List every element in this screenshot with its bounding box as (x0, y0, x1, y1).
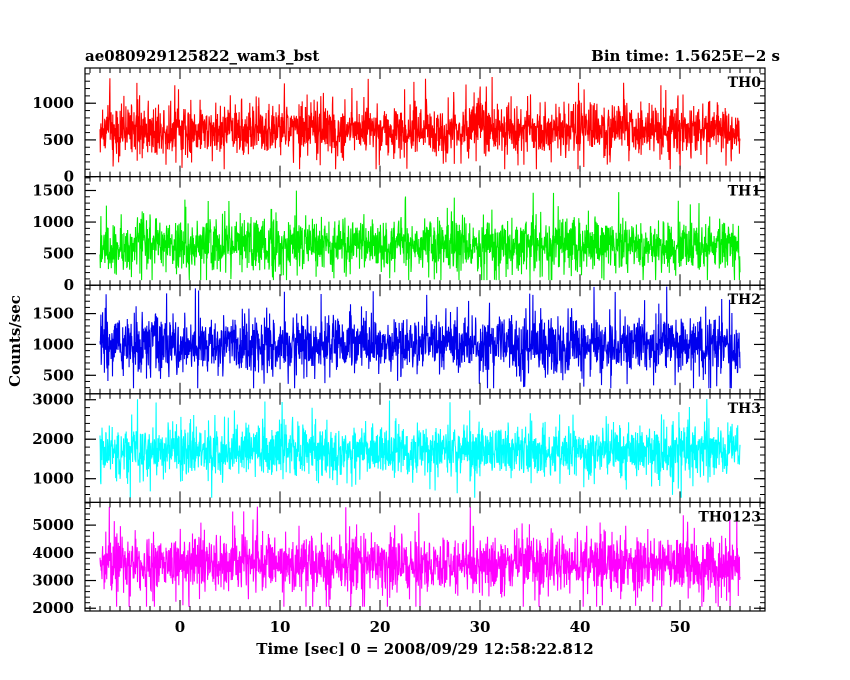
y-tick-label: 3000 (32, 391, 74, 409)
y-tick-label: 5000 (32, 516, 74, 534)
y-tick-label: 500 (43, 131, 74, 149)
y-tick-label: 2000 (32, 599, 74, 617)
series-th0123-line (99, 506, 741, 607)
y-tick-label: 1000 (32, 470, 74, 488)
x-tick-label: 10 (270, 618, 291, 636)
series-th2-line (99, 286, 741, 389)
y-tick-label: 4000 (32, 544, 74, 562)
panel-label-th0123: TH0123 (698, 509, 761, 525)
panel-label-th3: TH3 (728, 401, 761, 417)
y-axis-label: Counts/sec (6, 295, 24, 387)
series-th1-line (99, 190, 741, 281)
y-tick-label: 0 (64, 168, 74, 186)
x-axis-label: Time [sec] 0 = 2008/09/29 12:58:22.812 (256, 640, 593, 658)
y-tick-label: 1500 (32, 305, 74, 323)
panel-label-th2: TH2 (728, 292, 761, 308)
y-tick-label: 0 (64, 276, 74, 294)
y-tick-label: 1500 (32, 181, 74, 199)
y-tick-label: 500 (43, 366, 74, 384)
x-tick-label: 20 (370, 618, 391, 636)
y-tick-label: 1000 (32, 213, 74, 231)
x-tick-label: 0 (175, 618, 185, 636)
series-th3-line (99, 398, 741, 498)
bin-time-label: Bin time: 1.5625E−2 s (591, 47, 780, 65)
panel-label-th1: TH1 (728, 184, 761, 200)
y-tick-label: 1000 (32, 94, 74, 112)
y-tick-label: 500 (43, 245, 74, 263)
panel-frame-th0123 (84, 501, 766, 612)
x-tick-label: 50 (670, 618, 691, 636)
y-tick-label: 2000 (32, 430, 74, 448)
x-tick-label: 30 (470, 618, 491, 636)
x-tick-label: 40 (570, 618, 591, 636)
chart-title: ae080929125822_wam3_bst (85, 47, 319, 65)
panel-label-th0: TH0 (728, 75, 762, 91)
y-tick-label: 1000 (32, 335, 74, 353)
series-th0-line (99, 76, 741, 170)
y-tick-label: 3000 (32, 572, 74, 590)
